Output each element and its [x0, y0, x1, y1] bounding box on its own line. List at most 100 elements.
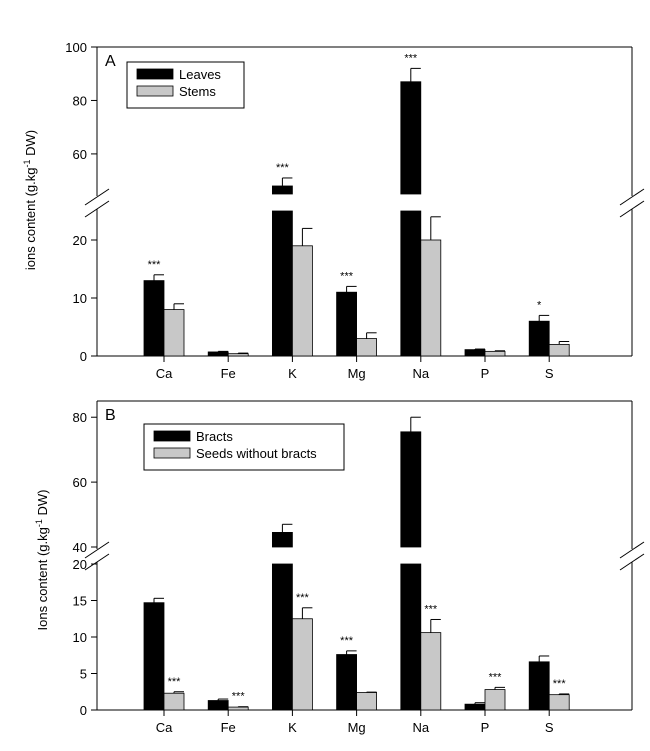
x-tick-label: Ca: [156, 720, 173, 735]
bar-series1: [207, 351, 229, 357]
legend-label: Stems: [179, 84, 216, 99]
x-tick-label: P: [481, 366, 490, 381]
axis-break-mark-left-1: [84, 541, 110, 559]
bar-series1: [464, 703, 486, 711]
bar-series2: [484, 689, 506, 711]
bar-series1-lower: [271, 563, 293, 711]
panel-b: 0 5 10 15 20 40 60 80 Ca Fe K Mg Na P S *** *** *** *** ***…: [34, 400, 645, 735]
bar-series2: [420, 632, 442, 711]
x-tick-label: Fe: [221, 720, 236, 735]
significance-label: ***: [424, 603, 438, 615]
bar-series1: [143, 280, 165, 357]
y-tick-label: 80: [73, 93, 87, 108]
y-tick-label: 20: [73, 233, 87, 248]
y-axis-label-tail: DW): [23, 130, 38, 160]
significance-label: ***: [340, 270, 354, 282]
y-tick-label: 60: [73, 147, 87, 162]
legend-label: Seeds without bracts: [196, 446, 317, 461]
significance-label: *: [537, 299, 542, 311]
bar-series1: [528, 661, 550, 711]
y-tick-label: 5: [80, 667, 87, 682]
x-tick-label: Na: [412, 720, 429, 735]
bar-series2: [548, 343, 570, 357]
y-tick-label: 0: [80, 349, 87, 364]
significance-label: ***: [168, 676, 182, 688]
bar-series1-upper: [271, 185, 293, 195]
bar-series2: [356, 338, 378, 357]
panel-letter: B: [105, 407, 116, 424]
x-tick-label: Mg: [348, 720, 366, 735]
bar-series2: [420, 239, 442, 357]
x-tick-label: Fe: [221, 366, 236, 381]
legend-swatch: [136, 68, 174, 80]
bar-series1-lower: [400, 210, 422, 357]
legend-label: Leaves: [179, 67, 221, 82]
axis-break-mark-right-1: [619, 541, 645, 559]
significance-label: ***: [553, 678, 567, 690]
legend-swatch: [153, 447, 191, 459]
axis-break-mark-left-2: [84, 553, 110, 571]
bar-series1-lower: [400, 563, 422, 711]
y-tick-label: 60: [73, 475, 87, 490]
y-tick-label: 0: [80, 703, 87, 718]
bar-series1: [528, 320, 550, 357]
y-tick-label: 15: [73, 594, 87, 609]
bar-series1: [207, 700, 229, 711]
y-tick-label: 10: [73, 630, 87, 645]
significance-label: ***: [232, 691, 246, 703]
legend: Bracts Seeds without bracts: [143, 423, 345, 471]
y-tick-label: 10: [73, 291, 87, 306]
bar-series1: [143, 602, 165, 711]
x-tick-label: K: [288, 366, 297, 381]
y-tick-label: 20: [73, 557, 87, 572]
bar-series2: [356, 692, 378, 711]
bar-series2: [548, 694, 570, 711]
x-tick-label: K: [288, 720, 297, 735]
axis-break-mark-right-2: [619, 553, 645, 571]
panel-letter: A: [105, 53, 116, 70]
significance-label: ***: [296, 592, 310, 604]
bar-series1: [464, 349, 486, 357]
legend: Leaves Stems: [126, 61, 245, 109]
bar-series2: [291, 245, 313, 357]
bar-series2: [163, 309, 185, 357]
y-tick-label: 80: [73, 410, 87, 425]
significance-label: ***: [148, 259, 162, 271]
y-axis-label-sup: -1: [34, 519, 44, 527]
y-tick-label: 40: [73, 540, 87, 555]
legend-label: Bracts: [196, 429, 233, 444]
bar-series2: [163, 692, 185, 711]
significance-label: ***: [489, 671, 503, 683]
significance-label: ***: [340, 635, 354, 647]
y-axis-label: ions content (g.kg-1 DW): [22, 130, 38, 270]
x-tick-label: P: [481, 720, 490, 735]
x-tick-label: S: [545, 720, 554, 735]
axis-break-mark-left-2: [84, 200, 110, 218]
x-tick-label: Na: [412, 366, 429, 381]
bar-series1-upper: [271, 532, 293, 548]
y-tick-label: 100: [65, 40, 87, 55]
y-axis-label-main: ions content (g.kg: [23, 168, 38, 271]
bar-series1: [336, 654, 358, 711]
bar-series2: [227, 706, 249, 711]
bar-series1-upper: [400, 431, 422, 548]
significance-label: ***: [404, 52, 418, 64]
bar-series1-lower: [271, 210, 293, 357]
x-tick-label: S: [545, 366, 554, 381]
y-axis-label-sup: -1: [22, 159, 32, 167]
axis-break-mark-right-1: [619, 188, 645, 206]
axis-break-mark-left-1: [84, 188, 110, 206]
legend-swatch: [153, 430, 191, 442]
legend-swatch: [136, 85, 174, 97]
significance-label: ***: [276, 162, 290, 174]
x-tick-label: Ca: [156, 366, 173, 381]
y-axis-label-tail: DW): [35, 490, 50, 520]
bar-series1-upper: [400, 81, 422, 195]
bar-series1: [336, 291, 358, 357]
bar-series2: [227, 353, 249, 357]
axis-break-mark-right-2: [619, 200, 645, 218]
bar-series2: [484, 350, 506, 357]
y-axis-label-main: Ions content (g.kg: [35, 527, 50, 630]
